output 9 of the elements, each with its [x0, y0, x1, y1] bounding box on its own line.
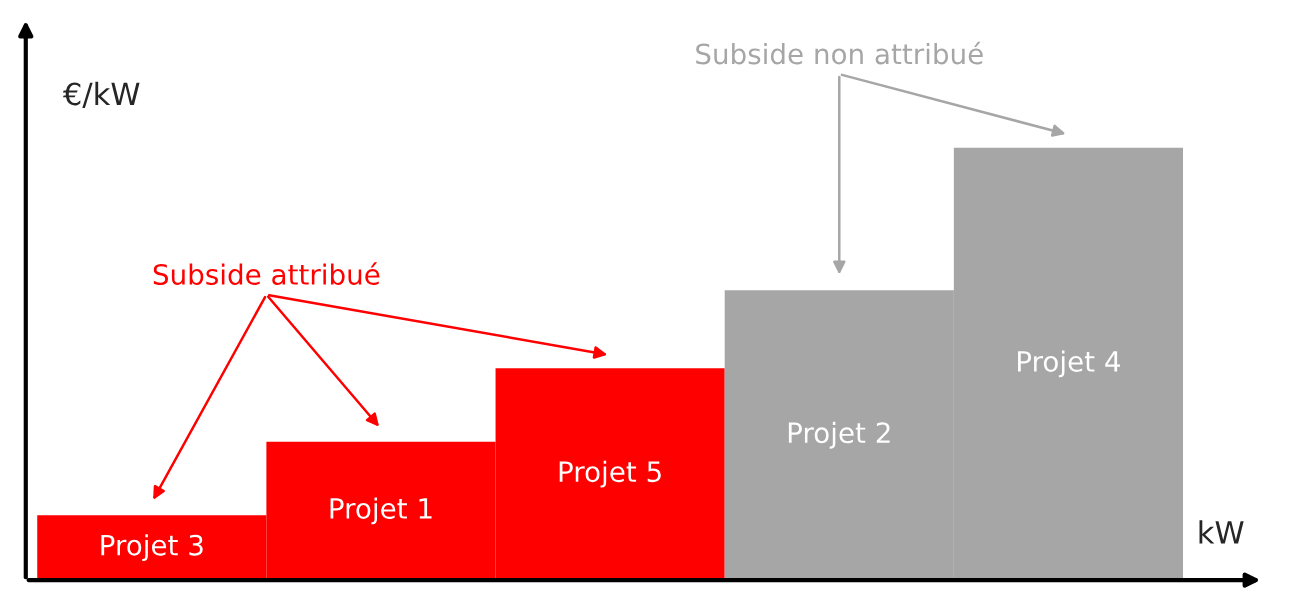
- x-tick-label: Projet 1: [330, 497, 432, 525]
- x-tick-label: Projet 2: [788, 421, 890, 449]
- x-tick-label: Projet 3: [101, 534, 203, 562]
- x-tick-label: Projet 5: [559, 460, 661, 488]
- x-axis-title: kW: [1199, 520, 1244, 544]
- y-axis-title: €/kW: [62, 81, 140, 108]
- annotation: Subside attribué: [153, 262, 380, 285]
- text: Subside non attribué: [696, 41, 983, 65]
- x-tick-label: Projet 4: [1018, 350, 1121, 378]
